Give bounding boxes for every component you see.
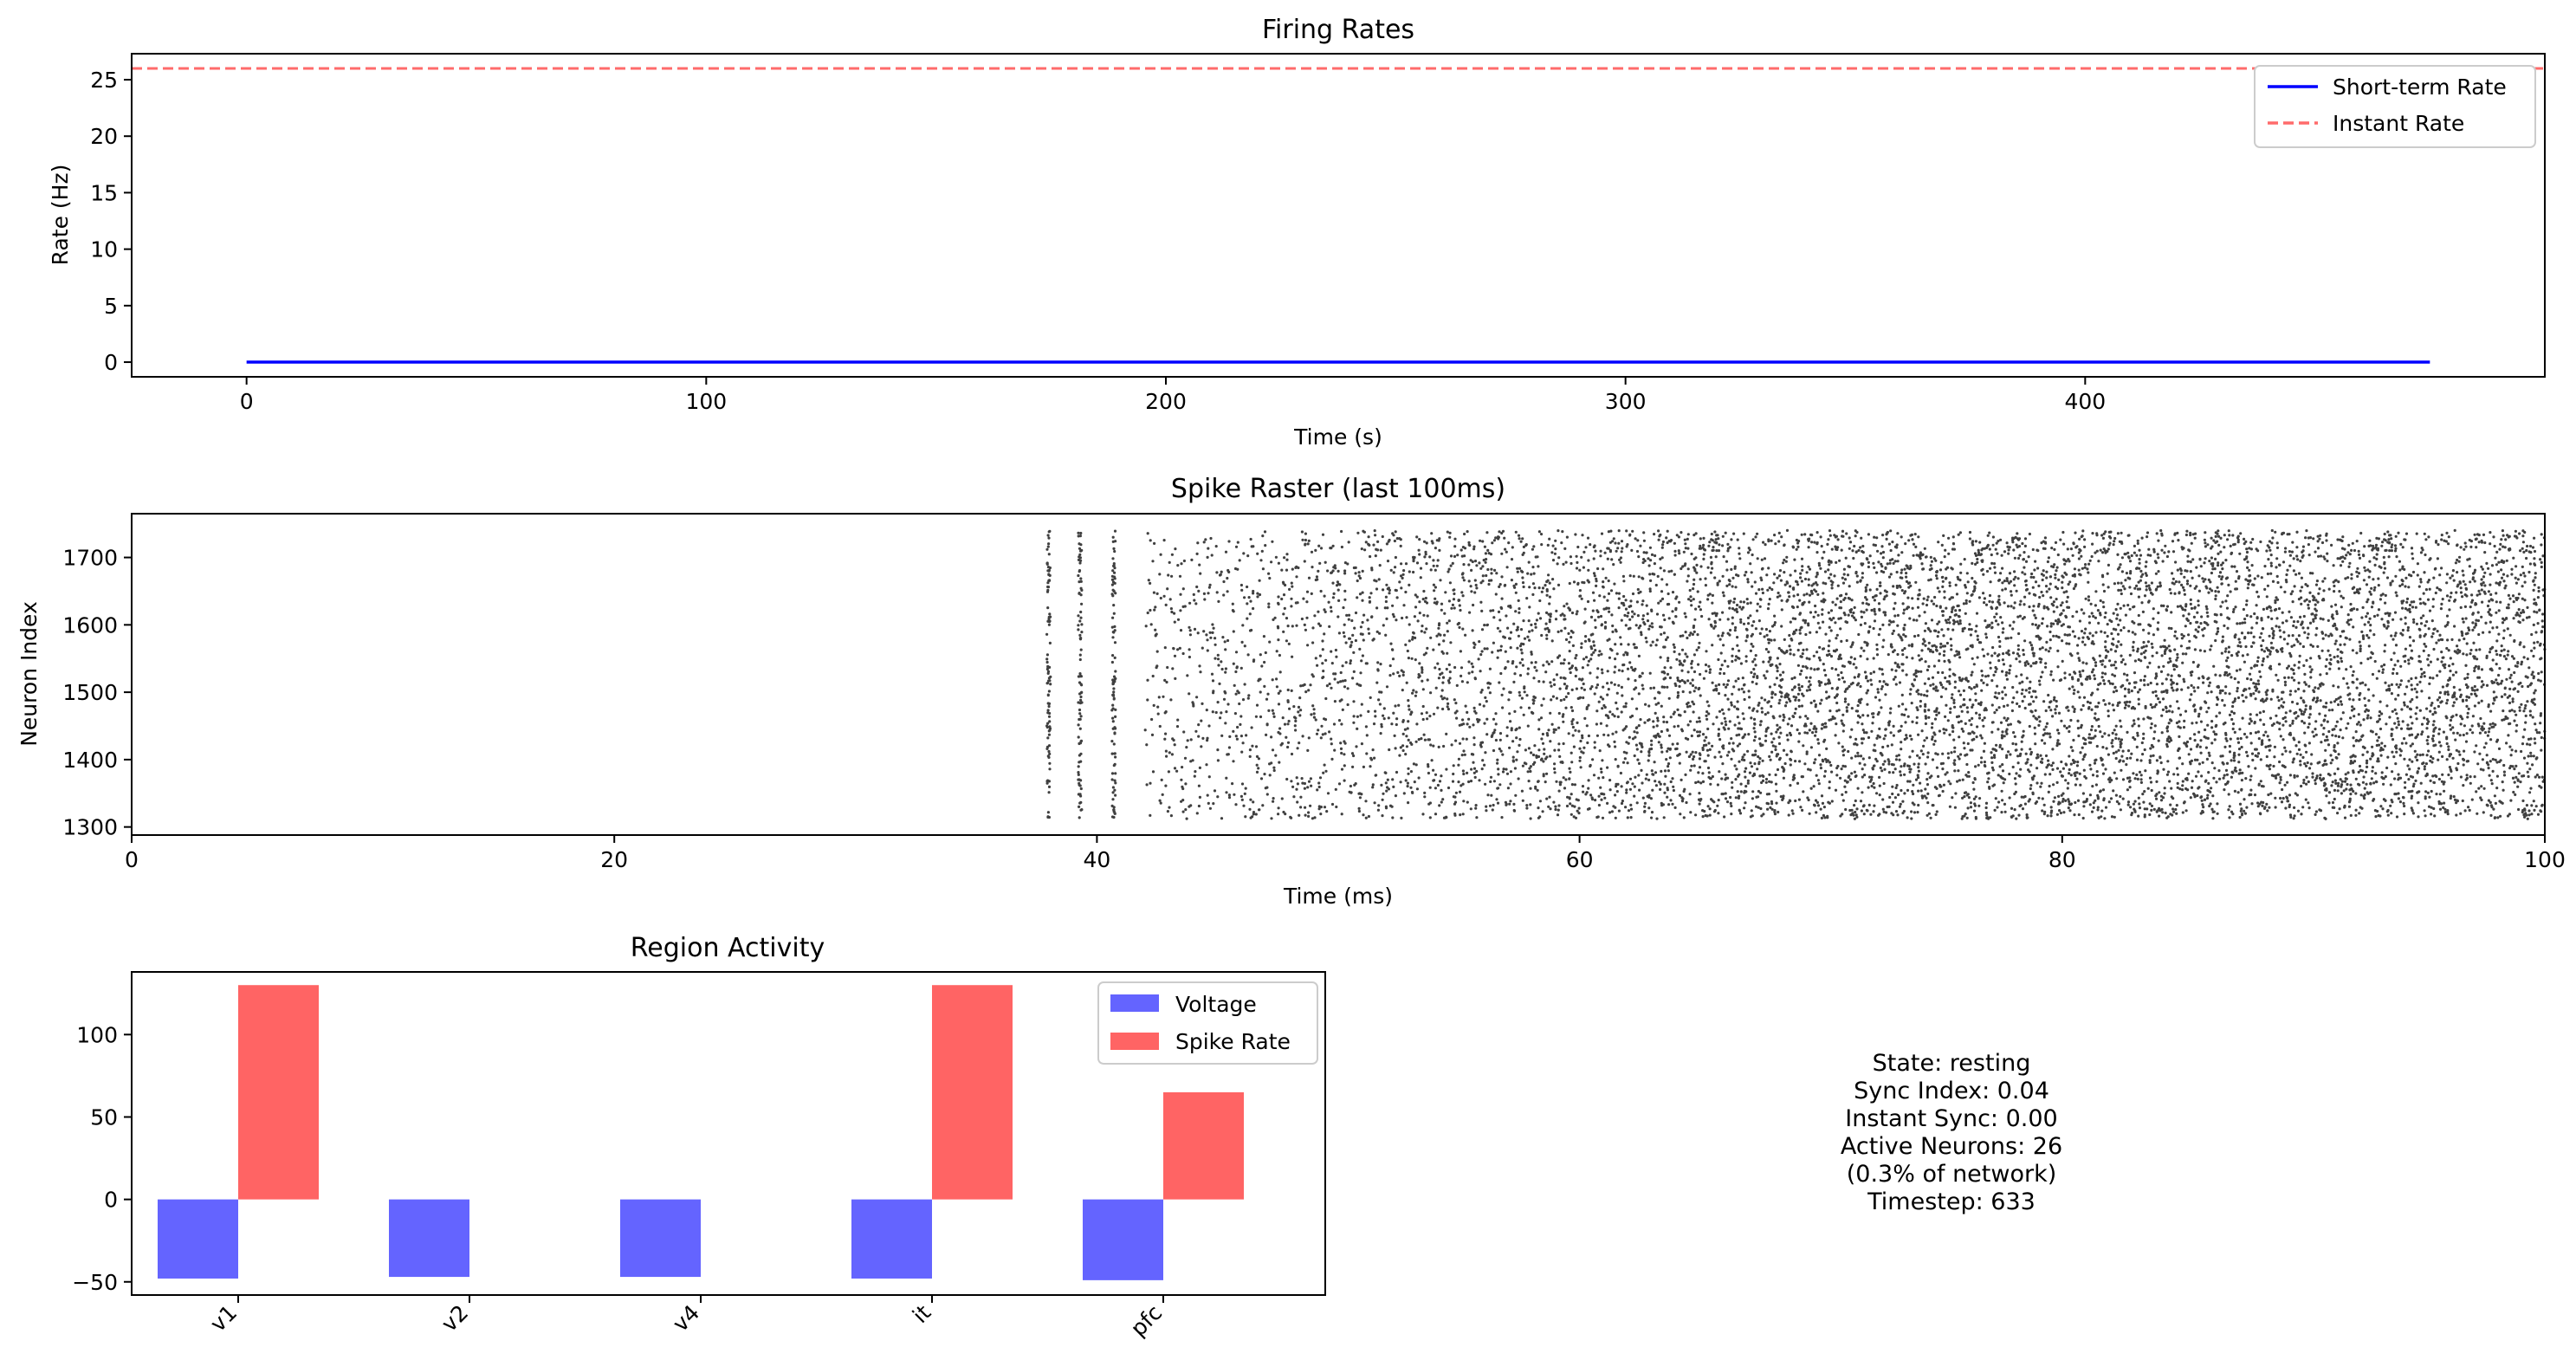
firing-rates-series	[132, 67, 2545, 364]
voltage-bar-v4	[620, 1199, 701, 1278]
firing-rates-ticks: 0 100 200 300 400 0 5 10 15 20 25	[90, 68, 2106, 414]
spike-dots	[1045, 528, 2547, 820]
legend-instant-label: Instant Rate	[2333, 111, 2464, 136]
legend-short-term-label: Short-term Rate	[2333, 74, 2507, 100]
spike-raster-ylabel: Neuron Index	[16, 601, 42, 747]
y-tick-label: 0	[104, 350, 118, 375]
region-label-pfc: pfc	[1126, 1300, 1168, 1342]
y-tick-label: 50	[90, 1104, 118, 1130]
spike-raster-xlabel: Time (ms)	[1283, 884, 1393, 909]
y-tick-label: 1500	[62, 680, 118, 705]
region-activity-bars	[158, 985, 1244, 1280]
x-tick-label: 60	[1566, 847, 1594, 872]
spike-rate-bar-pfc	[1163, 1091, 1244, 1200]
y-tick-label: 5	[104, 294, 118, 319]
spike-raster-title: Spike Raster (last 100ms)	[1171, 474, 1505, 504]
y-tick-label: 10	[90, 237, 118, 262]
legend-spike-rate-label: Spike Rate	[1175, 1029, 1291, 1054]
x-tick-label: 80	[2049, 847, 2076, 872]
firing-rates-panel: Firing Rates 0 100 200 300 400 0 5 10 15 20 25 Tim…	[48, 15, 2546, 450]
stats-state: State: resting	[1873, 1050, 2031, 1077]
y-tick-label: 100	[76, 1022, 118, 1047]
y-tick-label: 15	[90, 180, 118, 205]
y-tick-label: 1400	[62, 748, 118, 773]
region-label-it: it	[908, 1300, 935, 1328]
spike-raster-axes	[131, 513, 2546, 836]
region-activity-panel: Region Activity v1 v2 v4 it pfc −50 0 50 100 Vol…	[72, 933, 1326, 1342]
x-tick-label: 300	[1605, 389, 1647, 414]
y-tick-label: 1600	[62, 612, 118, 638]
stats-active-neurons: Active Neurons: 26	[1841, 1133, 2062, 1160]
region-label-v2: v2	[437, 1300, 473, 1337]
firing-rates-ylabel: Rate (Hz)	[48, 165, 73, 266]
firing-rates-axes	[131, 53, 2546, 378]
x-tick-label: 200	[1145, 389, 1187, 414]
x-tick-label: 400	[2064, 389, 2106, 414]
y-tick-label: 1700	[62, 546, 118, 571]
region-label-v4: v4	[668, 1300, 704, 1337]
x-tick-label: 100	[685, 389, 727, 414]
spike-raster-ticks: 0 20 40 60 80 100 1300 1400 1500 1600 1700	[62, 546, 2565, 872]
stats-timestep: Timestep: 633	[1867, 1188, 2036, 1215]
x-tick-label: 40	[1083, 847, 1110, 872]
voltage-bar-v1	[158, 1199, 238, 1279]
region-label-v1: v1	[205, 1300, 242, 1337]
network-stats: State: resting Sync Index: 0.04 Instant …	[1841, 1050, 2062, 1215]
x-tick-label: 0	[240, 389, 254, 414]
y-tick-label: 0	[104, 1188, 118, 1213]
spike-raster-dots	[1045, 528, 2547, 820]
voltage-bar-it	[851, 1199, 932, 1279]
legend-voltage-swatch	[1110, 994, 1159, 1012]
voltage-bar-v2	[389, 1199, 469, 1278]
stats-network-percent: (0.3% of network)	[1847, 1161, 2057, 1188]
x-tick-label: 100	[2524, 847, 2566, 872]
x-tick-label: 20	[600, 847, 628, 872]
legend-spike-rate-swatch	[1110, 1033, 1159, 1050]
firing-rates-title: Firing Rates	[1262, 15, 1414, 45]
firing-rates-legend: Short-term Rate Instant Rate	[2254, 65, 2536, 148]
legend-voltage-label: Voltage	[1175, 992, 1257, 1017]
region-activity-title: Region Activity	[631, 933, 825, 963]
y-tick-label: −50	[72, 1270, 118, 1295]
region-activity-axes	[131, 971, 1326, 1296]
y-tick-label: 20	[90, 124, 118, 149]
spike-rate-bar-v1	[238, 985, 319, 1200]
y-tick-label: 25	[90, 68, 118, 93]
legend-box	[2254, 65, 2536, 148]
y-tick-label: 1300	[62, 815, 118, 840]
stats-instant-sync: Instant Sync: 0.00	[1845, 1105, 2057, 1132]
x-tick-label: 0	[125, 847, 139, 872]
voltage-bar-pfc	[1083, 1199, 1163, 1280]
spike-rate-bar-it	[932, 985, 1013, 1200]
region-activity-legend: Voltage Spike Rate	[1097, 981, 1318, 1065]
firing-rates-xlabel: Time (s)	[1293, 424, 1382, 450]
spike-raster-panel: Spike Raster (last 100ms) 0 20 40 60 80 100 13…	[16, 474, 2566, 909]
stats-sync-index: Sync Index: 0.04	[1854, 1078, 2049, 1104]
